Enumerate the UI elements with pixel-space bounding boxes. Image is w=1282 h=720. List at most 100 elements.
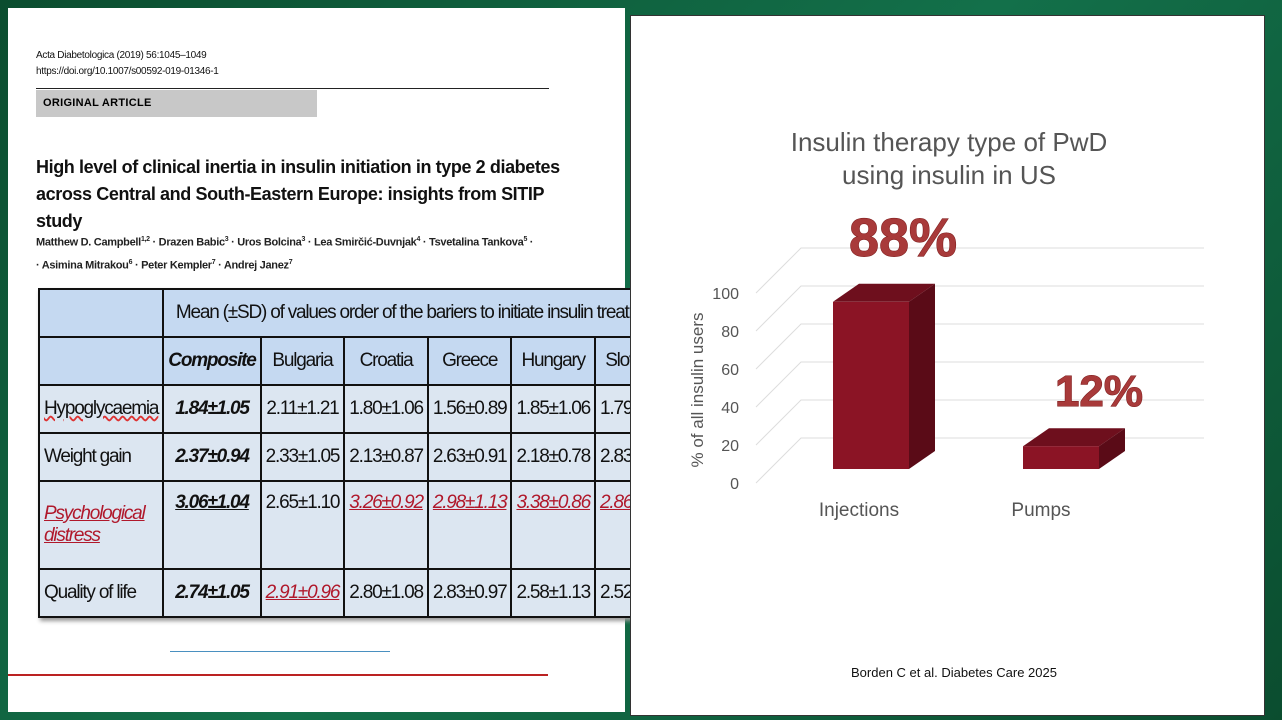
- cell: 2.63±0.91: [426, 432, 513, 482]
- value-label: 12%: [1055, 367, 1143, 416]
- chart-panel: Insulin therapy type of PwD using insulin…: [630, 15, 1265, 716]
- author-name: Tsvetalina Tankova: [428, 236, 524, 249]
- cell: 2.80±1.08: [343, 568, 429, 618]
- rule: [36, 88, 549, 89]
- cell: [37, 288, 165, 338]
- y-axis-label: % of all insulin users: [688, 313, 707, 468]
- y-tick-label: 40: [721, 400, 739, 417]
- cell: 2.74±1.05: [162, 568, 262, 618]
- cell: 3.06±1.04: [162, 480, 262, 570]
- author-affil: 5: [523, 236, 528, 243]
- cell-value: 2.37±0.94: [175, 446, 250, 467]
- doi: https://doi.org/10.1007/s00592-019-01346…: [36, 66, 219, 77]
- author-name: Lea Smirčić-Duvnjak: [313, 236, 417, 249]
- row-label: Psychological distress: [37, 480, 165, 570]
- cell-value: 2.33±1.05: [265, 446, 341, 467]
- author-affil: 1,2: [140, 236, 150, 243]
- cell-value: 1.85±1.06: [516, 398, 591, 419]
- chart-title-line: Insulin therapy type of PwD: [791, 127, 1108, 157]
- cell-value: 2.74±1.05: [175, 582, 250, 603]
- grid-line: [755, 323, 1204, 370]
- cell: 2.91±0.96: [259, 568, 346, 618]
- bar-front: [833, 301, 909, 469]
- cell-value: 1.84±1.05: [175, 398, 250, 419]
- cell-value: 2.13±0.87: [349, 446, 424, 467]
- cell-value: 2.83±0.97: [432, 582, 508, 603]
- authors: Matthew D. Campbell1,2 · Drazen Babic3 ·…: [36, 236, 534, 272]
- cell: 2.65±1.10: [259, 480, 346, 570]
- cell: 1.85±1.06: [510, 384, 597, 434]
- column-row: CompositeBulgariaCroatiaGreeceHungarySlo…: [37, 336, 680, 386]
- cell-value: 2.65±1.10: [265, 492, 341, 513]
- grid-line: [755, 437, 1204, 484]
- y-tick-label: 100: [712, 286, 739, 303]
- cell-value: 2.18±0.78: [516, 446, 591, 467]
- table-row: Hypoglycaemia 1.84±1.05 2.11±1.21 1.80±1.06…: [37, 384, 680, 434]
- cell-value: 2.58±1.13: [516, 582, 591, 603]
- article-type: ORIGINAL ARTICLE: [36, 90, 317, 117]
- author-affil: 4: [416, 236, 421, 243]
- link-line: [170, 651, 390, 652]
- source: Borden C et al. Diabetes Care 2025: [851, 665, 1057, 680]
- author-affil: 6: [128, 258, 133, 266]
- cell-value: 2.11±1.21: [266, 398, 339, 419]
- chart: Insulin therapy type of PwD using insulin…: [688, 127, 1204, 680]
- column-header: Composite: [162, 336, 262, 386]
- author-name: Uros Bolcina: [237, 236, 302, 249]
- cell-value: 2.91±0.96: [265, 582, 341, 603]
- column-header: Bulgaria: [259, 336, 346, 386]
- column-header: Hungary: [510, 336, 597, 386]
- cell: 1.84±1.05: [162, 384, 262, 434]
- cell-value: 2.98±1.13: [432, 492, 508, 513]
- bar-front: [1023, 446, 1099, 469]
- chart-title-line: using insulin in US: [842, 160, 1056, 190]
- author-affil: 3: [224, 236, 229, 243]
- red-line: [8, 674, 548, 676]
- bar-top: [1023, 428, 1125, 447]
- bar-side: [909, 283, 935, 469]
- author-affil: 7: [211, 258, 216, 266]
- y-tick-label: 20: [721, 438, 739, 455]
- bar: [1023, 428, 1125, 469]
- cell-value: 2.80±1.08: [349, 582, 424, 603]
- y-tick-label: 0: [730, 476, 739, 493]
- cell-value: 1.80±1.06: [349, 398, 424, 419]
- cell: 2.18±0.78: [510, 432, 597, 482]
- column-header: Croatia: [343, 336, 429, 386]
- cell: 2.58±1.13: [510, 568, 597, 618]
- author-name: Asimina Mitrakou: [41, 259, 129, 272]
- row-label: Hypoglycaemia: [37, 384, 165, 434]
- chart-title: Insulin therapy type of PwD using insulin…: [791, 127, 1108, 190]
- cell: 3.26±0.92: [343, 480, 429, 570]
- bar: [833, 283, 935, 469]
- cell-value: 1.56±0.89: [432, 398, 508, 419]
- author-name: Andrej Janez: [223, 259, 289, 272]
- paper-panel: Acta Diabetologica (2019) 56:1045–1049 h…: [8, 8, 680, 712]
- cell: [37, 336, 165, 386]
- y-tick-label: 60: [721, 362, 739, 379]
- x-tick-label: Injections: [819, 500, 899, 521]
- row-label: Weight gain: [37, 432, 165, 482]
- value-label: 88%: [849, 208, 957, 268]
- cell-value: 3.38±0.86: [516, 492, 591, 513]
- author-name: Matthew D. Campbell: [36, 236, 141, 249]
- y-tick-label: 80: [721, 324, 739, 341]
- cell: 2.13±0.87: [343, 432, 429, 482]
- author-name: Drazen Babic: [158, 236, 225, 249]
- barrier-table: Mean (±SD) of values order of the barier…: [37, 288, 680, 618]
- table-row: Psychological distress 3.06±1.04 2.65±1.10…: [37, 480, 680, 570]
- author-name: Peter Kempler: [141, 259, 212, 272]
- cell: 1.56±0.89: [426, 384, 513, 434]
- grid-line: [755, 247, 1204, 294]
- grid-line: [755, 399, 1204, 446]
- journal: Acta Diabetologica (2019) 56:1045–1049: [36, 50, 207, 61]
- cell: 2.98±1.13: [426, 480, 513, 570]
- bar-top: [833, 283, 935, 302]
- author-affil: 3: [301, 236, 306, 243]
- cell-value: 2.63±0.91: [432, 446, 508, 467]
- header-row: Mean (±SD) of values order of the barier…: [37, 288, 680, 338]
- row-label: Quality of life: [37, 568, 165, 618]
- table-header: Mean (±SD) of values order of the barier…: [162, 288, 680, 338]
- bar-side: [1099, 428, 1125, 469]
